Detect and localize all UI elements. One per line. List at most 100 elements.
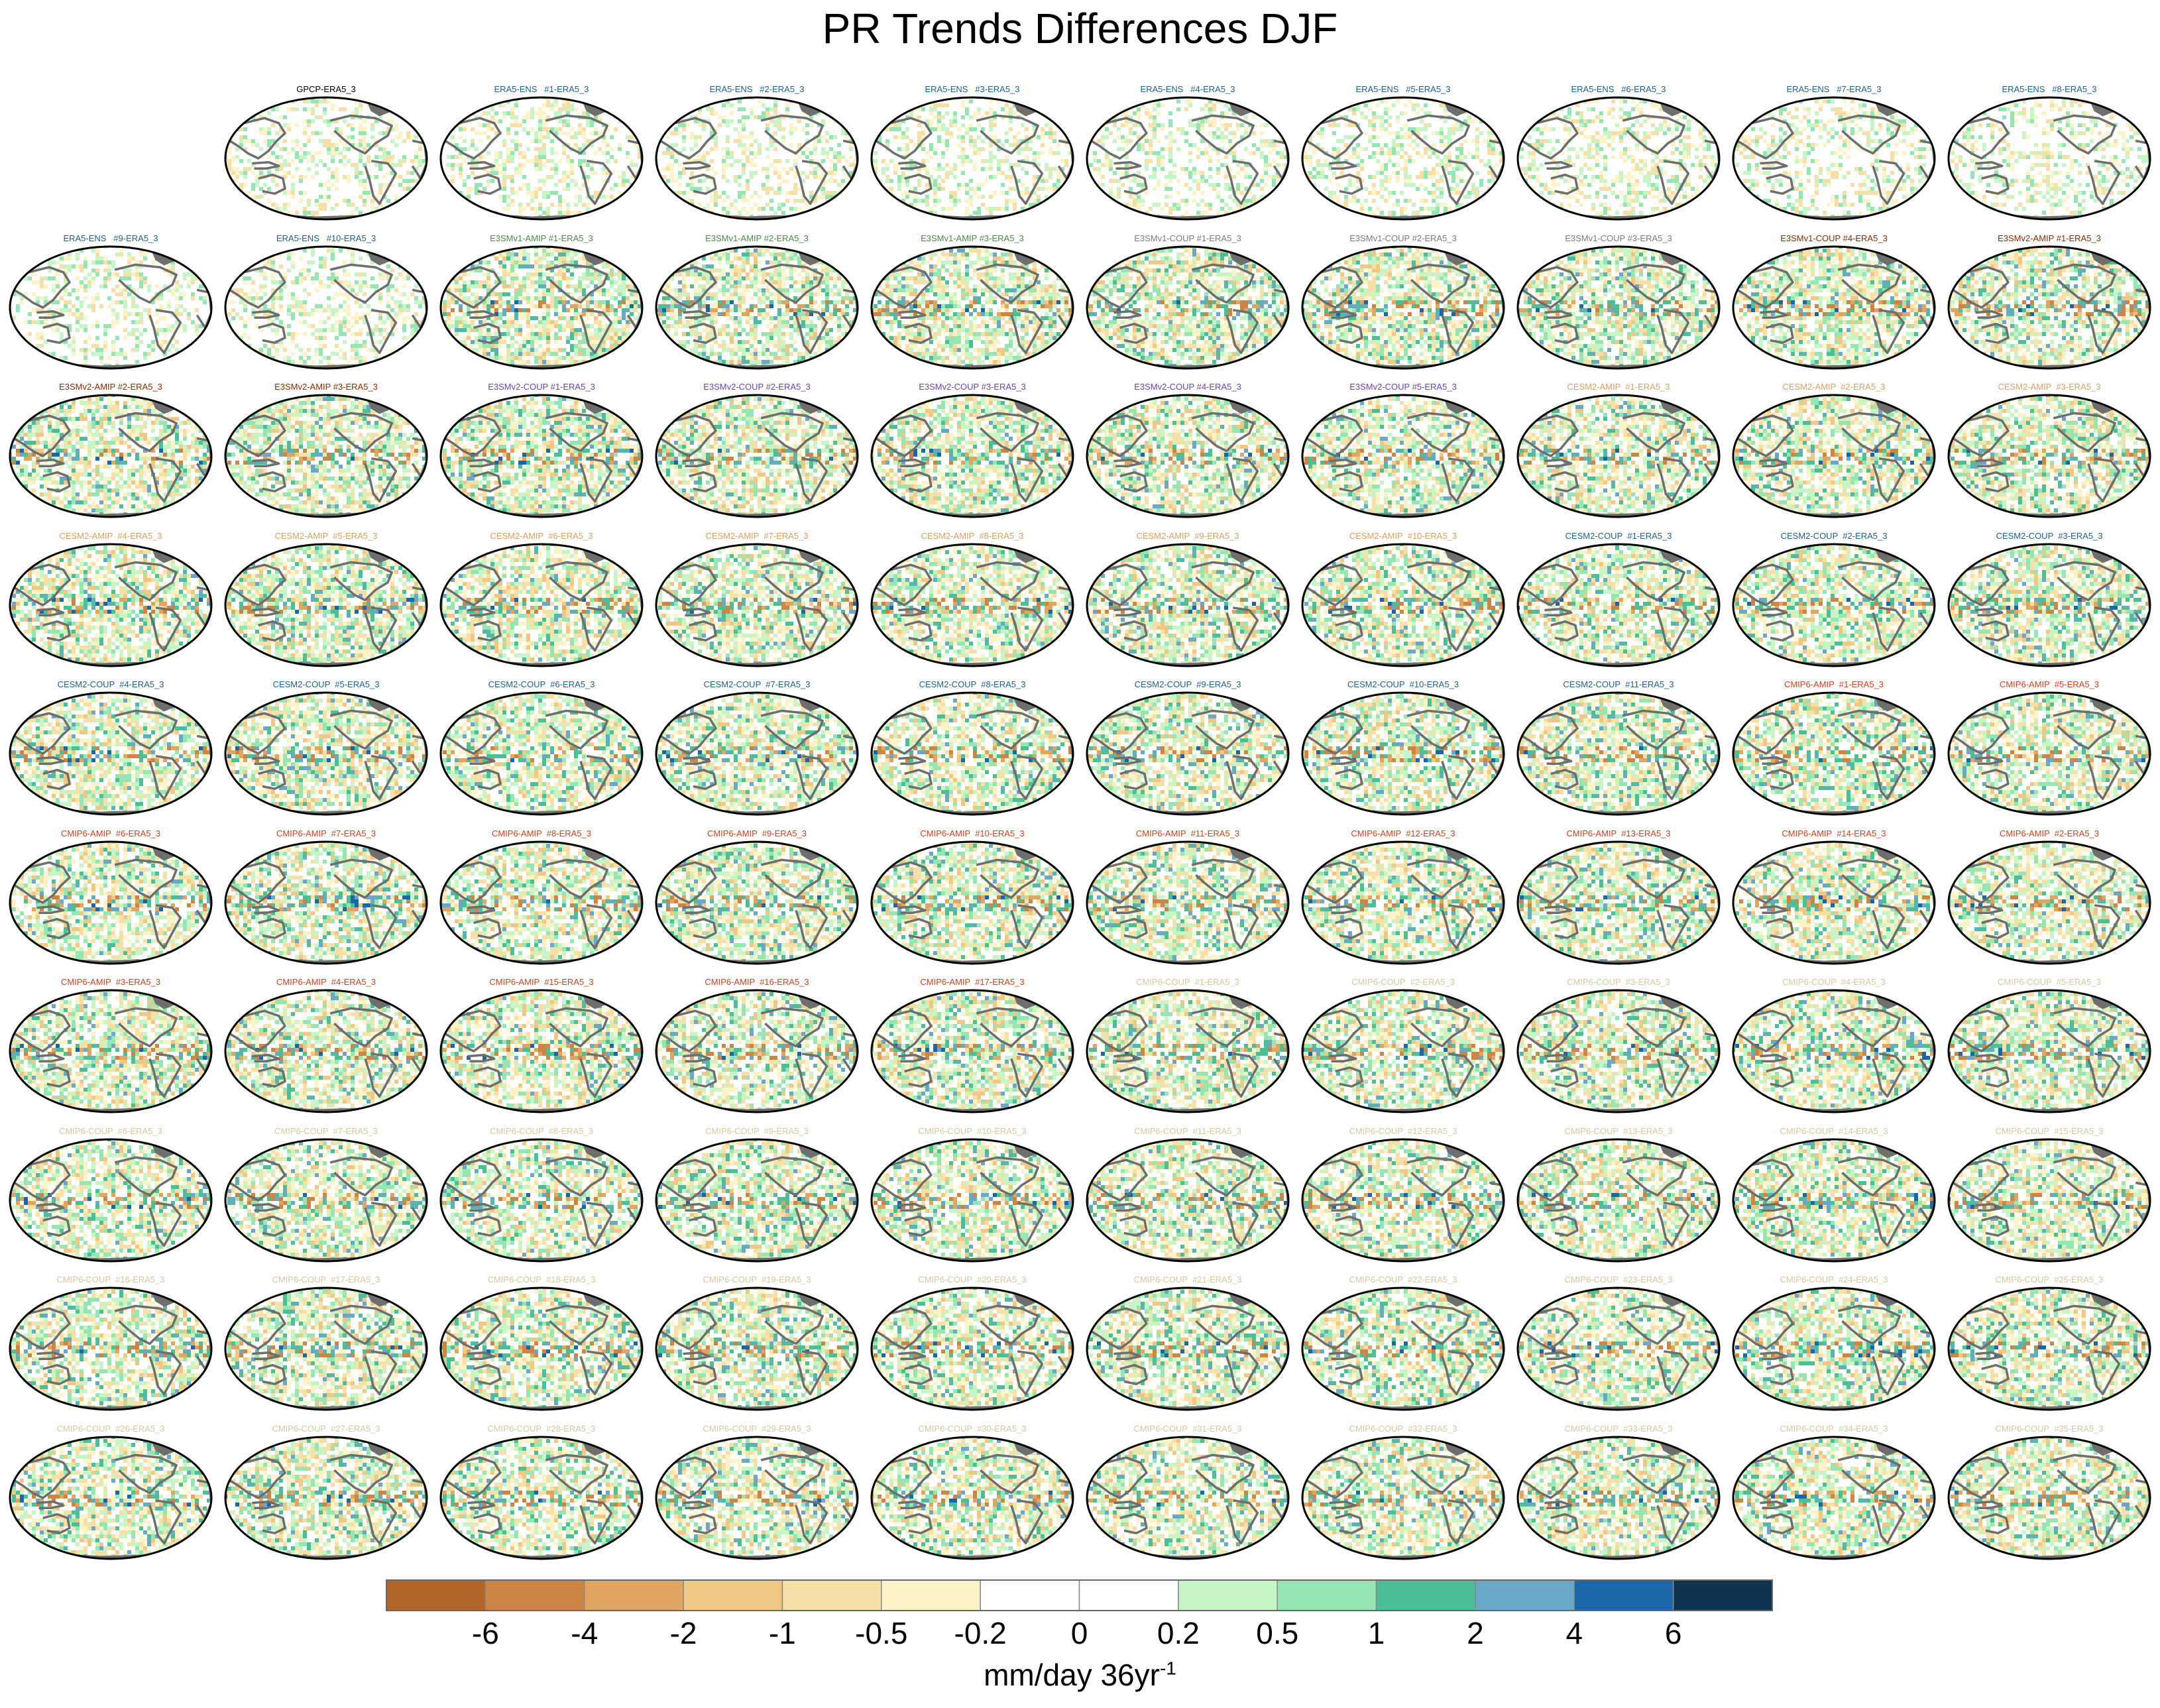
map-panel: CESM2-AMIP #1-ERA5_3 xyxy=(1513,382,1724,528)
colorbar-swatch xyxy=(1377,1580,1475,1611)
map-panel: CMIP6-AMIP #1-ERA5_3 xyxy=(1729,680,1939,826)
panel-title: CESM2-AMIP #5-ERA5_3 xyxy=(221,532,431,541)
map-globe xyxy=(654,95,860,221)
map-globe xyxy=(1731,95,1937,221)
colorbar-tick-label: -4 xyxy=(571,1616,598,1650)
panel-title: CMIP6-COUP #17-ERA5_3 xyxy=(221,1275,431,1284)
map-globe xyxy=(8,393,213,519)
map-panel: CMIP6-AMIP #4-ERA5_3 xyxy=(221,978,431,1123)
panel-title: CMIP6-COUP #16-ERA5_3 xyxy=(5,1275,216,1284)
map-globe xyxy=(223,1286,429,1412)
map-globe xyxy=(654,691,860,817)
map-globe xyxy=(1731,988,1937,1114)
colorbar-swatch xyxy=(1277,1580,1376,1611)
map-globe xyxy=(870,840,1075,966)
map-panel: CMIP6-AMIP #9-ERA5_3 xyxy=(652,829,862,975)
map-globe xyxy=(439,245,644,370)
map-panel: CMIP6-COUP #21-ERA5_3 xyxy=(1082,1275,1293,1421)
map-globe xyxy=(1085,1137,1290,1263)
map-panel: CESM2-COUP #9-ERA5_3 xyxy=(1082,680,1293,826)
map-panel: E3SMv1-COUP #1-ERA5_3 xyxy=(1082,234,1293,380)
map-globe xyxy=(1947,542,2152,668)
map-panel: E3SMv2-AMIP #2-ERA5_3 xyxy=(5,382,216,528)
panel-title: CMIP6-COUP #13-ERA5_3 xyxy=(1513,1127,1724,1136)
panel-title: CMIP6-COUP #19-ERA5_3 xyxy=(652,1275,862,1284)
map-panel: CMIP6-AMIP #5-ERA5_3 xyxy=(1944,680,2155,826)
panel-title: CMIP6-AMIP #5-ERA5_3 xyxy=(1944,680,2155,689)
panel-title: E3SMv2-AMIP #2-ERA5_3 xyxy=(5,382,216,392)
panel-title: CMIP6-COUP #27-ERA5_3 xyxy=(221,1424,431,1434)
trend-cells xyxy=(1516,988,1721,1114)
map-globe xyxy=(1731,1435,1937,1561)
map-globe xyxy=(1731,245,1937,370)
map-panel: E3SMv2-AMIP #3-ERA5_3 xyxy=(221,382,431,528)
map-panel: CESM2-AMIP #2-ERA5_3 xyxy=(1729,382,1939,528)
map-globe xyxy=(1300,245,1506,370)
panel-title: CESM2-AMIP #7-ERA5_3 xyxy=(652,532,862,541)
panel-title: E3SMv2-COUP #3-ERA5_3 xyxy=(867,382,1078,392)
map-panel: ERA5-ENS #4-ERA5_3 xyxy=(1082,85,1293,231)
panel-title: E3SMv2-COUP #2-ERA5_3 xyxy=(652,382,862,392)
map-panel: CMIP6-COUP #3-ERA5_3 xyxy=(1513,978,1724,1123)
map-globe xyxy=(8,542,213,668)
map-panel: CMIP6-AMIP #12-ERA5_3 xyxy=(1298,829,1508,975)
panel-title: CMIP6-AMIP #11-ERA5_3 xyxy=(1082,829,1293,838)
map-globe xyxy=(1085,691,1290,817)
map-globe xyxy=(1516,1435,1721,1561)
map-globe xyxy=(1947,1435,2152,1561)
map-panel: CMIP6-COUP #26-ERA5_3 xyxy=(5,1424,216,1570)
panel-title: CMIP6-COUP #24-ERA5_3 xyxy=(1729,1275,1939,1284)
panel-title: CMIP6-COUP #2-ERA5_3 xyxy=(1298,978,1508,987)
map-globe xyxy=(654,1286,860,1412)
map-globe xyxy=(1085,988,1290,1114)
map-panel: E3SMv2-COUP #2-ERA5_3 xyxy=(652,382,862,528)
map-panel: CMIP6-COUP #7-ERA5_3 xyxy=(221,1127,431,1273)
map-panel: CMIP6-AMIP #15-ERA5_3 xyxy=(436,978,647,1123)
colorbar-tick-label: 0 xyxy=(1071,1616,1088,1650)
map-panel: E3SMv1-AMIP #3-ERA5_3 xyxy=(867,234,1078,380)
panel-title: CMIP6-COUP #35-ERA5_3 xyxy=(1944,1424,2155,1434)
map-globe xyxy=(1516,1286,1721,1412)
map-globe xyxy=(223,95,429,221)
panel-title: CMIP6-AMIP #16-ERA5_3 xyxy=(652,978,862,987)
trend-cells xyxy=(1731,245,1937,370)
map-globe xyxy=(8,1137,213,1263)
map-globe xyxy=(1085,542,1290,668)
panel-title: CMIP6-COUP #8-ERA5_3 xyxy=(436,1127,647,1136)
panel-title: CESM2-AMIP #1-ERA5_3 xyxy=(1513,382,1724,392)
colorbar-tick-label: -6 xyxy=(472,1616,499,1650)
panel-title: CMIP6-COUP #22-ERA5_3 xyxy=(1298,1275,1508,1284)
panel-title: CMIP6-COUP #23-ERA5_3 xyxy=(1513,1275,1724,1284)
colorbar-swatch xyxy=(1178,1580,1277,1611)
map-globe xyxy=(1300,393,1506,519)
map-panel: CMIP6-AMIP #10-ERA5_3 xyxy=(867,829,1078,975)
panel-title: CMIP6-COUP #15-ERA5_3 xyxy=(1944,1127,2155,1136)
map-globe xyxy=(1947,691,2152,817)
map-panel: CMIP6-COUP #32-ERA5_3 xyxy=(1298,1424,1508,1570)
panel-title: CMIP6-COUP #31-ERA5_3 xyxy=(1082,1424,1293,1434)
map-panel: CMIP6-COUP #27-ERA5_3 xyxy=(221,1424,431,1570)
map-panel: CMIP6-COUP #24-ERA5_3 xyxy=(1729,1275,1939,1421)
map-panel: CMIP6-COUP #5-ERA5_3 xyxy=(1944,978,2155,1123)
panel-title: CESM2-COUP #5-ERA5_3 xyxy=(221,680,431,689)
panel-title: CESM2-COUP #9-ERA5_3 xyxy=(1082,680,1293,689)
map-globe xyxy=(870,1137,1075,1263)
panel-title: CESM2-AMIP #8-ERA5_3 xyxy=(867,532,1078,541)
map-globe xyxy=(1085,95,1290,221)
panel-title: ERA5-ENS #4-ERA5_3 xyxy=(1082,85,1293,94)
map-globe xyxy=(223,1137,429,1263)
panel-title: CMIP6-AMIP #14-ERA5_3 xyxy=(1729,829,1939,838)
map-panel-grid: GPCP-ERA5_3 ERA5-ENS #1-ERA5_3 ERA5-ENS #2… xyxy=(0,0,2160,1551)
colorbar-swatch xyxy=(881,1580,980,1611)
map-panel: CMIP6-COUP #9-ERA5_3 xyxy=(652,1127,862,1273)
map-panel: ERA5-ENS #8-ERA5_3 xyxy=(1944,85,2155,231)
map-globe xyxy=(439,1286,644,1412)
colorbar-swatch xyxy=(980,1580,1079,1611)
map-panel: CMIP6-COUP #25-ERA5_3 xyxy=(1944,1275,2155,1421)
trend-cells xyxy=(223,1137,429,1263)
panel-title: CESM2-COUP #1-ERA5_3 xyxy=(1513,532,1724,541)
panel-title: CESM2-COUP #4-ERA5_3 xyxy=(5,680,216,689)
colorbar-swatch xyxy=(386,1580,485,1611)
panel-title: CMIP6-AMIP #1-ERA5_3 xyxy=(1729,680,1939,689)
panel-title: CMIP6-AMIP #3-ERA5_3 xyxy=(5,978,216,987)
